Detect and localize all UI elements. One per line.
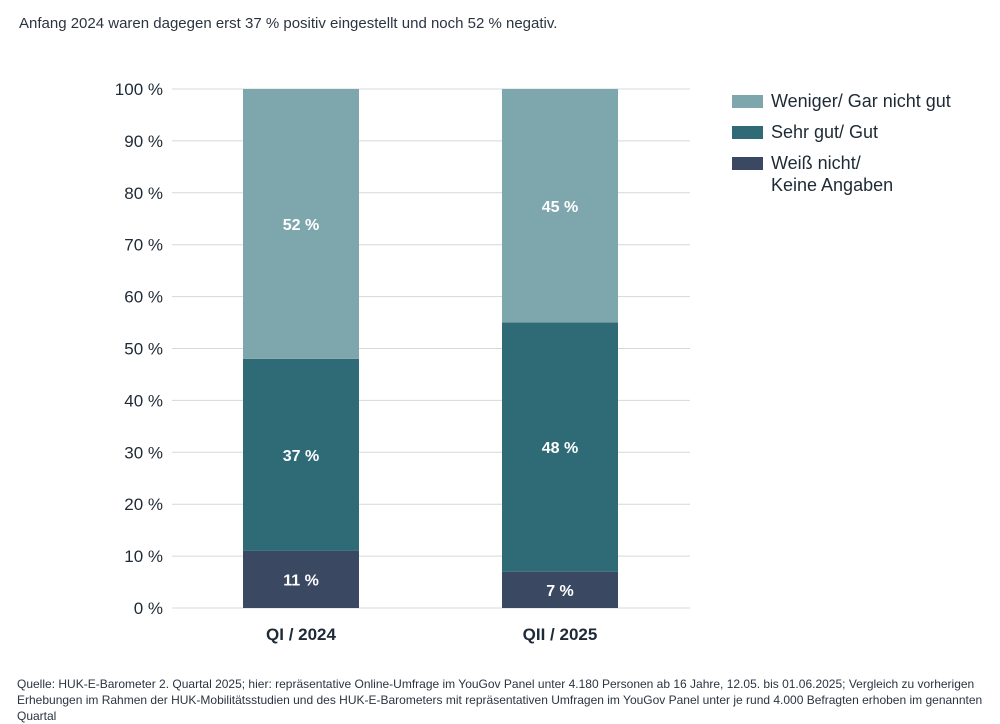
y-tick-label: 60 % — [124, 288, 163, 307]
y-tick-label: 70 % — [124, 236, 163, 255]
x-category-label: QII / 2025 — [523, 625, 598, 644]
y-tick-label: 20 % — [124, 495, 163, 514]
legend-item-gut: Sehr gut/ Gut — [732, 121, 951, 143]
y-tick-label: 0 % — [134, 599, 163, 618]
legend-label-weniger: Weniger/ Gar nicht gut — [771, 91, 951, 111]
chart-legend: Weniger/ Gar nicht gut Sehr gut/ Gut Wei… — [732, 90, 951, 205]
y-tick-label: 90 % — [124, 132, 163, 151]
y-tick-label: 50 % — [124, 340, 163, 359]
y-tick-label: 10 % — [124, 547, 163, 566]
bar-segment — [243, 550, 359, 608]
bar-segment — [243, 89, 359, 359]
source-note: Quelle: HUK-E-Barometer 2. Quartal 2025;… — [17, 677, 983, 723]
legend-swatch-weiss-nicht — [732, 157, 763, 170]
y-tick-label: 40 % — [124, 391, 163, 410]
bar-segment — [502, 322, 618, 572]
legend-item-weniger: Weniger/ Gar nicht gut — [732, 90, 951, 112]
data-label: 48 % — [542, 440, 578, 457]
bar-segment — [502, 89, 618, 323]
legend-label-weiss-nicht: Weiß nicht/ Keine Angaben — [771, 153, 894, 195]
y-tick-label: 30 % — [124, 443, 163, 462]
chart-subtitle: Anfang 2024 waren dagegen erst 37 % posi… — [19, 15, 558, 32]
data-label: 45 % — [542, 199, 578, 216]
data-label: 37 % — [283, 448, 319, 465]
data-label: 7 % — [546, 583, 574, 600]
y-tick-label: 100 % — [115, 80, 163, 99]
y-tick-label: 80 % — [124, 184, 163, 203]
bar-segment — [502, 571, 618, 608]
bar-segment — [243, 358, 359, 551]
stacked-bar-chart: 0 % 10 % 20 % 30 % 40 % 50 % 60 % 70 % 80 % 90 % 1… — [115, 80, 690, 644]
legend-item-weiss-nicht: Weiß nicht/ Keine Angaben — [732, 152, 951, 196]
x-category-label: QI / 2024 — [266, 625, 336, 644]
legend-swatch-gut — [732, 126, 763, 139]
data-label: 11 % — [283, 572, 319, 589]
legend-swatch-weniger — [732, 95, 763, 108]
legend-label-gut: Sehr gut/ Gut — [771, 122, 879, 142]
data-label: 52 % — [283, 217, 319, 234]
